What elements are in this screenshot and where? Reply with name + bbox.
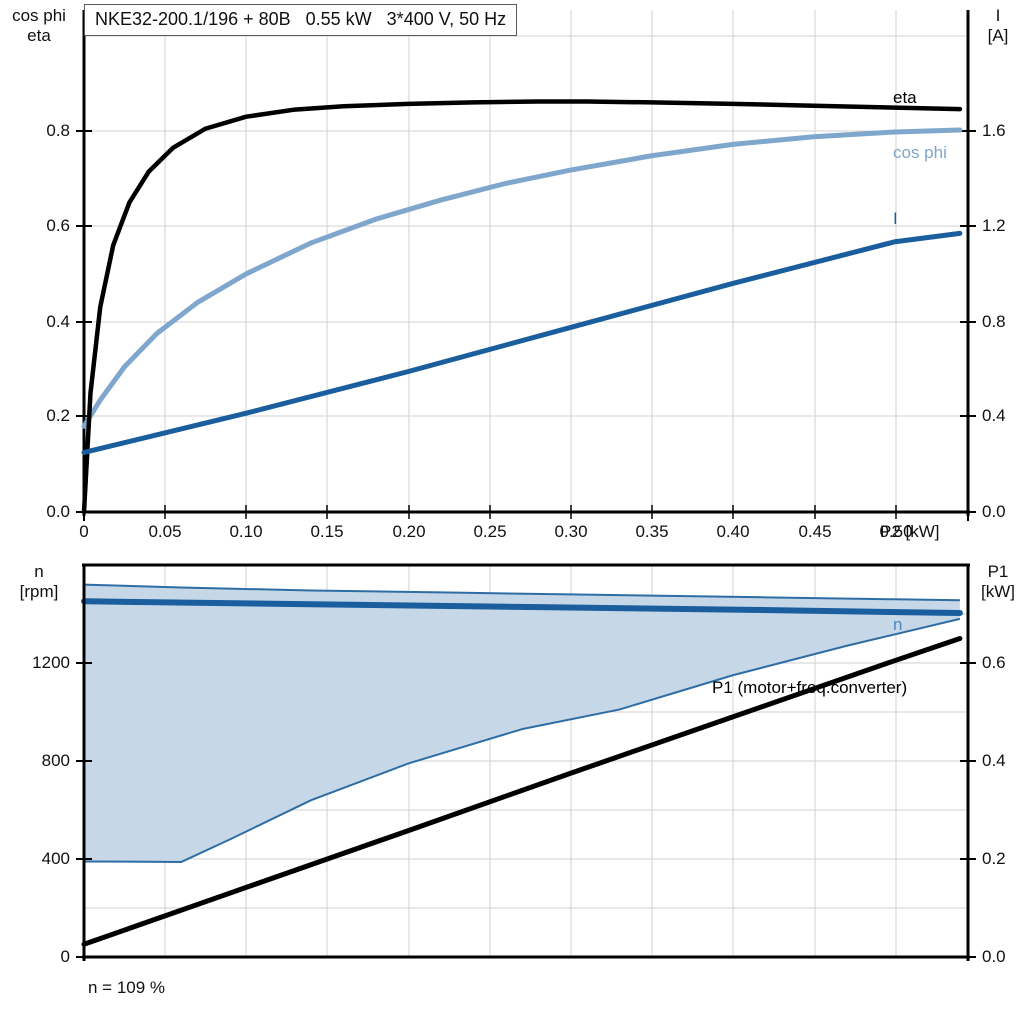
top-left-tick-1: 0.2 — [46, 406, 70, 425]
top-right-axis-label: I [A] — [987, 6, 1009, 45]
top-x-tick-9: 0.45 — [798, 522, 832, 541]
top-right-tick-3: 1.2 — [982, 216, 1006, 235]
top-plot-grid — [84, 10, 968, 513]
speed-percentage-note: n = 109 % — [88, 978, 166, 997]
top-x-tick-3: 0.15 — [310, 522, 344, 541]
top-x-tick-7: 0.35 — [635, 522, 669, 541]
curve-label-n: n — [893, 615, 903, 634]
bottom-left-tick-2: 800 — [41, 751, 70, 770]
curve-label-cos-phi: cos phi — [893, 143, 947, 162]
top-x-tick-5: 0.25 — [473, 522, 507, 541]
bottom-plot-axes — [76, 563, 976, 961]
top-x-tick-1: 0.05 — [148, 522, 182, 541]
bottom-left-tick-1: 400 — [41, 849, 70, 868]
top-x-tick-4: 0.20 — [392, 522, 426, 541]
bottom-right-axis-label: P1 [kW] — [981, 562, 1015, 601]
bottom-left-axis-label: n [rpm] — [19, 562, 59, 601]
top-left-tick-2: 0.4 — [46, 312, 70, 331]
top-left-tick-0: 0.0 — [46, 502, 70, 521]
top-right-tick-4: 1.6 — [982, 121, 1006, 140]
band-lower-edge — [83, 617, 961, 863]
bottom-right-tick-0: 0.0 — [982, 947, 1006, 966]
top-plot-axes — [76, 10, 976, 521]
top-x-axis-title: P2 [kW] — [880, 522, 940, 541]
top-right-tick-2: 0.8 — [982, 312, 1006, 331]
bottom-right-tick-3: 0.6 — [982, 653, 1006, 672]
top-right-tick-0: 0.0 — [982, 502, 1006, 521]
curve-label-current: I — [893, 209, 898, 228]
top-right-tick-1: 0.4 — [982, 406, 1006, 425]
speed-range-band — [84, 584, 960, 862]
top-left-tick-4: 0.8 — [46, 121, 70, 140]
band-upper-edge — [83, 583, 960, 602]
top-left-axis-label: cos phi eta — [12, 6, 66, 45]
curve-current — [81, 230, 963, 455]
bottom-left-tick-0: 0 — [60, 947, 70, 966]
bottom-right-tick-2: 0.4 — [982, 751, 1006, 770]
top-x-tick-8: 0.40 — [716, 522, 750, 541]
top-x-tick-2: 0.10 — [229, 522, 263, 541]
curve-p1 — [81, 636, 963, 947]
curve-label-eta: eta — [893, 88, 917, 107]
chart-title-box: NKE32-200.1/196 + 80B 0.55 kW 3*400 V, 5… — [84, 4, 518, 36]
top-x-tick-6: 0.30 — [554, 522, 588, 541]
curve-cos-phi — [81, 127, 963, 429]
top-left-tick-3: 0.6 — [46, 216, 70, 235]
top-x-tick-10: 0.50 — [879, 522, 913, 541]
bottom-left-tick-3: 1200 — [32, 653, 70, 672]
curve-speed-n — [81, 598, 963, 617]
curve-eta — [81, 99, 963, 515]
curve-label-p1: P1 (motor+freq.converter) — [712, 678, 908, 697]
bottom-right-tick-1: 0.2 — [982, 849, 1006, 868]
top-x-tick-0: 0 — [79, 522, 89, 541]
